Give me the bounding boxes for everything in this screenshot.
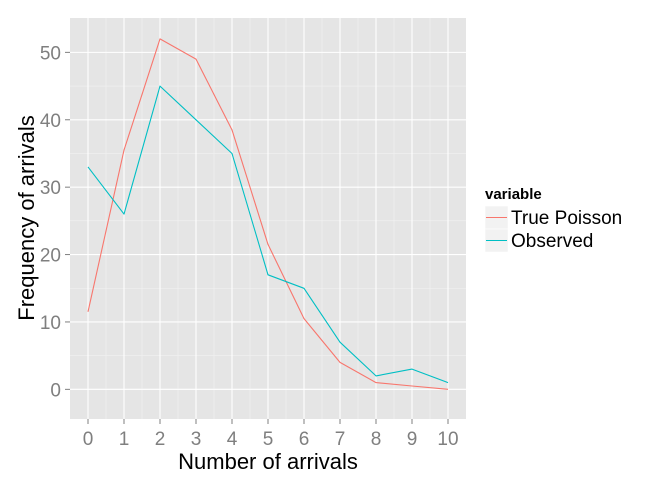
x-tick-label: 5 [263,429,274,450]
x-tick-label: 9 [407,429,418,450]
y-axis-title: Frequency of arrivals [14,115,39,320]
series-lines [87,38,449,390]
y-tick-label: 50 [40,43,61,64]
legend-title: variable [485,186,542,203]
x-tick-label: 1 [119,429,130,450]
x-tick-label: 6 [299,429,310,450]
series-line-1 [87,85,449,384]
x-tick-label: 0 [83,429,94,450]
legend-label: Observed [511,231,593,252]
y-tick-label: 20 [40,246,61,267]
major-gridlines [70,18,466,419]
y-tick-label: 0 [50,380,61,401]
x-tick-label: 2 [155,429,166,450]
x-tick-label: 7 [335,429,346,450]
series-line-0 [87,38,449,390]
x-axis-ticks: 0 1 2 3 4 5 6 7 8 9 10 [83,419,459,450]
x-tick-label: 8 [371,429,382,450]
x-tick-label: 4 [227,429,238,450]
y-tick-label: 30 [40,178,61,199]
x-tick-label: 10 [437,429,458,450]
legend-label: True Poisson [511,208,622,229]
y-axis-ticks: 0 10 20 30 40 50 [40,43,70,401]
x-tick-label: 3 [191,429,202,450]
y-tick-label: 10 [40,313,61,334]
x-axis-title: Number of arrivals [178,449,358,474]
y-tick-label: 40 [40,111,61,132]
